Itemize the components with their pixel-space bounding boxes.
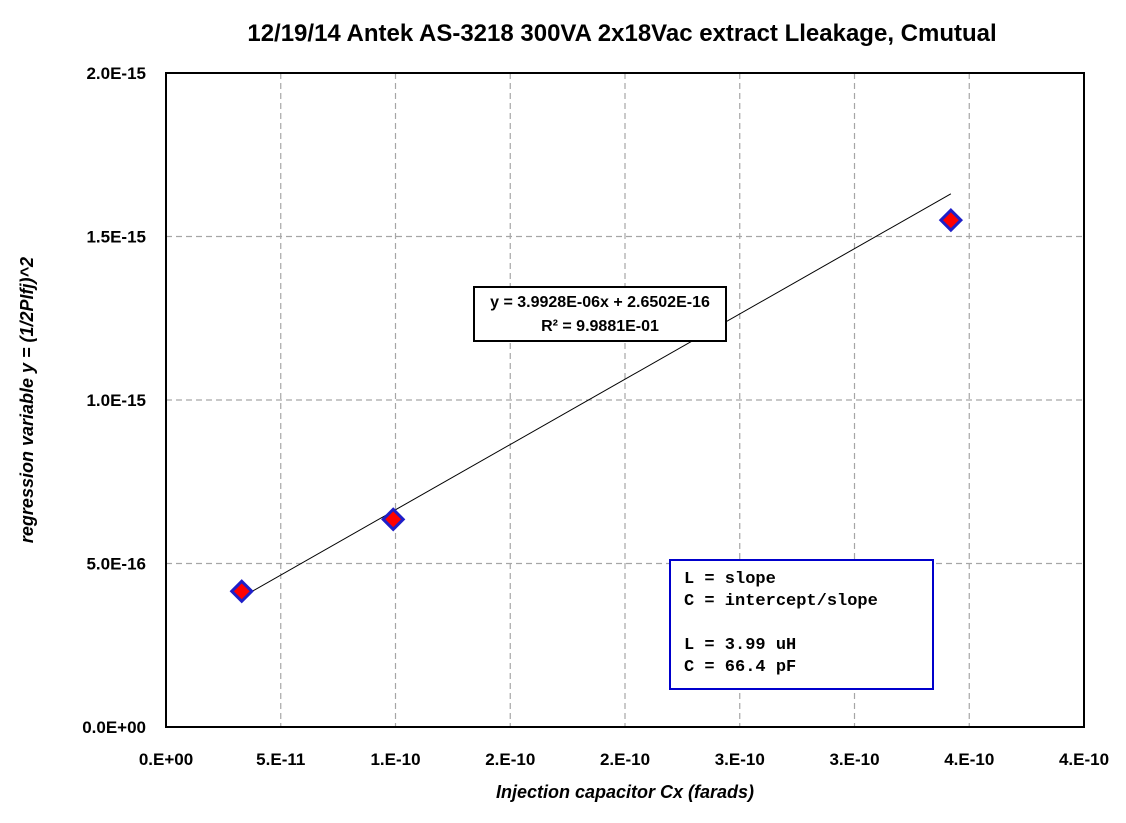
- data-point: [381, 507, 406, 532]
- data-points: [229, 208, 964, 604]
- r-squared: R² = 9.9881E-01: [541, 318, 659, 335]
- x-tick-label: 3.E-10: [829, 750, 879, 769]
- equation-box-frame: [473, 286, 727, 342]
- x-tick-label: 4.E-10: [1059, 750, 1109, 769]
- x-tick-label: 3.E-10: [715, 750, 765, 769]
- annotation-line-2: C = intercept/slope: [684, 592, 878, 611]
- axis-ticks: 0.E+00 5.E-11 1.E-10 2.E-10 2.E-10 3.E-10 3.E-…: [82, 64, 1109, 769]
- x-tick-label: 0.E+00: [139, 750, 193, 769]
- trendline-equation-box: y = 3.9928E-06x + 2.6502E-16 R² = 9.9881…: [473, 286, 727, 342]
- x-tick-label: 2.E-10: [485, 750, 535, 769]
- y-tick-label: 1.0E-15: [86, 391, 146, 410]
- x-tick-label: 5.E-11: [256, 750, 305, 769]
- trendline: [241, 193, 952, 598]
- y-tick-label: 1.5E-15: [86, 228, 146, 247]
- y-axis-label: regression variable y = (1/2PIfj)^2: [17, 257, 37, 543]
- trendline-equation: y = 3.9928E-06x + 2.6502E-16: [490, 294, 710, 311]
- grid: [166, 73, 1084, 727]
- data-point: [229, 579, 254, 604]
- annotation-line-1: L = slope: [684, 570, 776, 589]
- y-tick-label: 2.0E-15: [86, 64, 146, 83]
- x-tick-label: 4.E-10: [944, 750, 994, 769]
- data-point: [938, 208, 964, 233]
- annotation-line-4: L = 3.99 uH: [684, 636, 796, 655]
- y-tick-label: 5.0E-16: [86, 555, 146, 574]
- annotation-box: L = slope C = intercept/slope L = 3.99 u…: [669, 559, 934, 690]
- y-tick-label: 0.0E+00: [82, 718, 146, 737]
- x-axis-label: Injection capacitor Cx (farads): [496, 782, 754, 802]
- x-tick-label: 2.E-10: [600, 750, 650, 769]
- x-tick-label: 1.E-10: [370, 750, 420, 769]
- plot-area: [165, 72, 1085, 728]
- chart-title: 12/19/14 Antek AS-3218 300VA 2x18Vac ext…: [247, 20, 996, 47]
- annotation-line-5: C = 66.4 pF: [684, 658, 796, 677]
- annotation-frame: [669, 559, 934, 690]
